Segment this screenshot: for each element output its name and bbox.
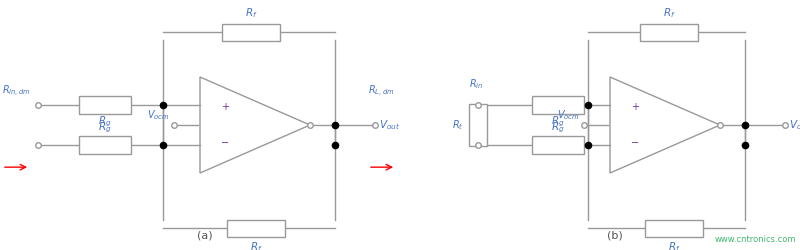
Bar	[469, 104, 487, 146]
Text: $R_t$: $R_t$	[452, 118, 464, 132]
Text: $R_g$: $R_g$	[98, 121, 112, 135]
Bar	[532, 96, 584, 114]
Text: +: +	[630, 102, 638, 112]
Text: $R_f$: $R_f$	[668, 240, 680, 250]
Bar	[227, 220, 285, 236]
Bar	[79, 96, 131, 114]
Text: $R_f$: $R_f$	[662, 6, 675, 20]
Text: $R_g$: $R_g$	[551, 121, 565, 135]
Text: (b): (b)	[607, 230, 623, 240]
Text: $R_g$: $R_g$	[98, 115, 112, 129]
Bar	[532, 136, 584, 154]
Text: $V_{ocm}$: $V_{ocm}$	[147, 108, 170, 122]
Text: www.cntronics.com: www.cntronics.com	[714, 235, 796, 244]
Text: $V_{ocm}$: $V_{ocm}$	[558, 108, 580, 122]
Text: −: −	[221, 138, 229, 148]
Text: $R_{in,dm}$: $R_{in,dm}$	[2, 84, 31, 99]
Text: +: +	[221, 102, 229, 112]
Text: $R_f$: $R_f$	[250, 240, 262, 250]
Text: $R_g$: $R_g$	[551, 115, 565, 129]
Text: $R_f$: $R_f$	[245, 6, 258, 20]
Bar	[645, 220, 703, 236]
Text: $R_{in}$: $R_{in}$	[469, 77, 483, 91]
Text: $R_{L,dm}$: $R_{L,dm}$	[368, 84, 394, 99]
Bar	[222, 24, 280, 40]
Text: $V_{out}$: $V_{out}$	[789, 118, 800, 132]
Text: −: −	[630, 138, 639, 148]
Text: (a): (a)	[197, 230, 213, 240]
Bar	[79, 136, 131, 154]
Bar	[640, 24, 698, 40]
Text: $V_{out}$: $V_{out}$	[379, 118, 400, 132]
